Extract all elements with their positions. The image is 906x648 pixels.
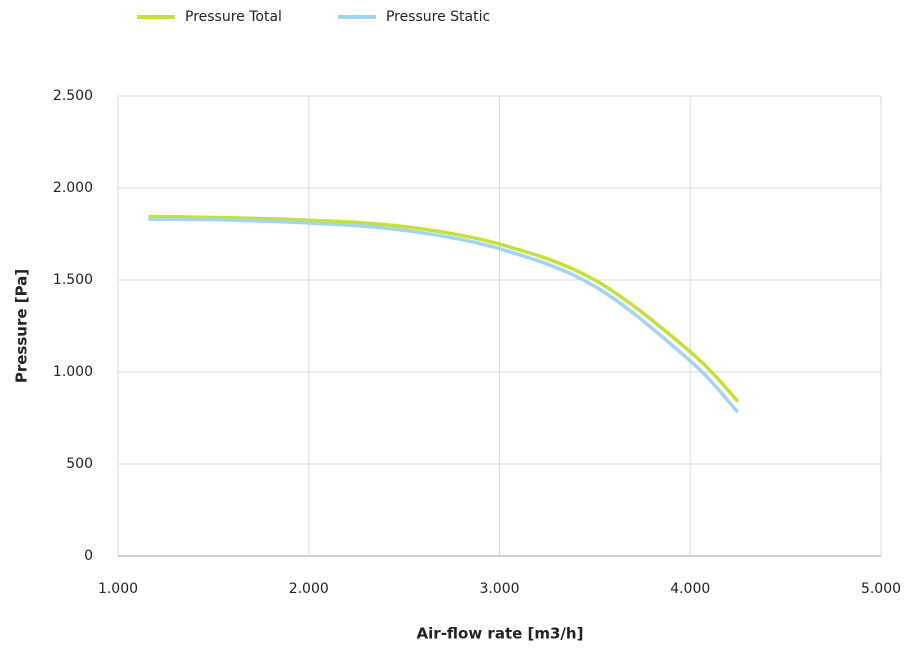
y-tick-label: 2.500 — [53, 88, 93, 104]
x-axis-title: Air-flow rate [m3/h] — [417, 625, 584, 643]
y-axis-title: Pressure [Pa] — [13, 269, 31, 383]
series-line — [148, 214, 740, 403]
x-tick-label: 1.000 — [98, 581, 138, 597]
x-tick-label: 4.000 — [670, 581, 710, 597]
legend-label: Pressure Total — [185, 9, 282, 25]
y-tick-label: 0 — [84, 548, 93, 564]
x-tick-label: 3.000 — [479, 581, 519, 597]
y-tick-label: 1.000 — [53, 364, 93, 380]
x-tick-label: 2.000 — [289, 581, 329, 597]
y-tick-label: 500 — [66, 456, 93, 472]
series-line — [148, 217, 740, 414]
legend-label: Pressure Static — [386, 9, 490, 25]
x-tick-label: 5.000 — [861, 581, 901, 597]
y-tick-label: 1.500 — [53, 272, 93, 288]
y-tick-label: 2.000 — [53, 180, 93, 196]
